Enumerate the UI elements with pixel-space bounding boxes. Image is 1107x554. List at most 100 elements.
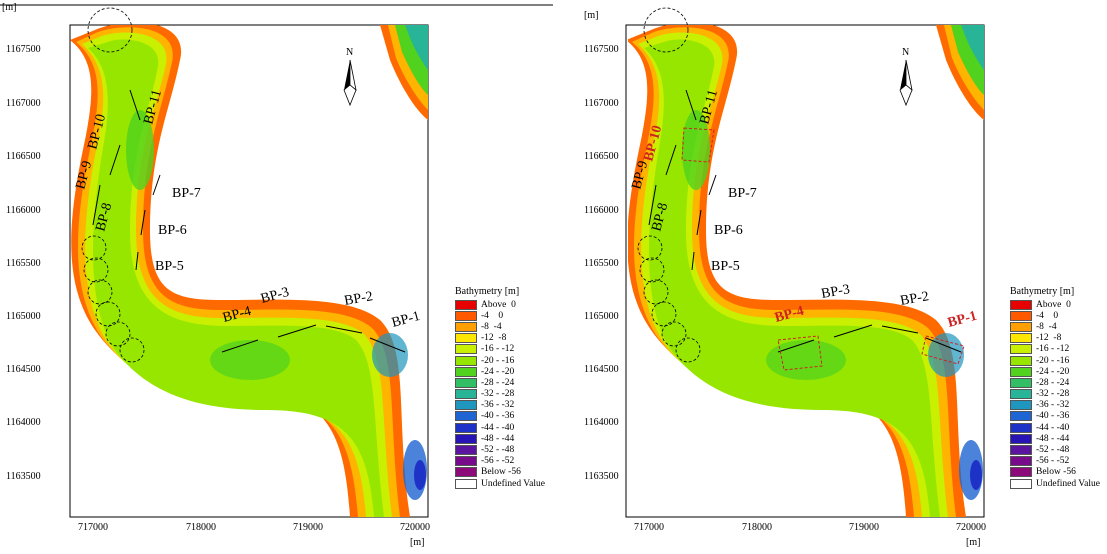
- legend-swatch: [455, 411, 477, 422]
- legend-item: Undefined Value: [455, 478, 545, 489]
- legend-label: -40 - -36: [1036, 411, 1070, 422]
- label-bp6: BP-6: [714, 223, 743, 238]
- river-channel: [70, 25, 428, 517]
- x-axis: 717000 718000 719000 720000 [m]: [78, 522, 430, 548]
- legend-label: -12 -8: [481, 333, 507, 344]
- legend-label: -24 - -20: [481, 366, 515, 377]
- svg-text:1164000: 1164000: [6, 417, 41, 428]
- svg-text:717000: 717000: [78, 522, 108, 533]
- legend-swatch: [1010, 299, 1032, 310]
- legend-label: Undefined Value: [481, 478, 545, 489]
- legend-label: -52 - -48: [1036, 445, 1070, 456]
- legend-item: -8 -4: [1010, 321, 1100, 332]
- legend-swatch: [1010, 478, 1032, 489]
- legend-label: -12 -8: [1036, 333, 1062, 344]
- label-bp3: BP-3: [259, 285, 291, 307]
- legend-item: -28 - -24: [1010, 377, 1100, 388]
- legend-label: -20 - -16: [481, 355, 515, 366]
- north-arrow-icon: N: [343, 47, 357, 107]
- legend-label: -4 0: [1036, 310, 1059, 321]
- svg-text:1167000: 1167000: [584, 98, 619, 109]
- legend-item: -12 -8: [1010, 333, 1100, 344]
- legend-label: -24 - -20: [1036, 366, 1070, 377]
- label-bp6: BP-6: [158, 223, 187, 238]
- legend-item: -56 - -52: [1010, 456, 1100, 467]
- svg-text:[m]: [m]: [584, 10, 598, 21]
- label-bp8: BP-8: [649, 201, 671, 233]
- north-arrow-icon: N: [899, 47, 913, 107]
- legend-label: -28 - -24: [481, 377, 515, 388]
- svg-text:718000: 718000: [186, 522, 216, 533]
- label-bp3: BP-3: [820, 282, 851, 302]
- bathymetry-map-left: BP-1 BP-2 BP-3 BP-4 BP-5 BP-6 BP-7 BP-8 …: [0, 2, 553, 548]
- svg-text:1165500: 1165500: [6, 258, 41, 269]
- svg-text:718000: 718000: [742, 522, 772, 533]
- legend-item: -4 0: [455, 310, 545, 321]
- legend-item: -36 - -32: [455, 400, 545, 411]
- legend-label: Above 0: [1036, 299, 1071, 310]
- removed-structure-boxes: [681, 127, 965, 371]
- legend-label: -16 - -12: [1036, 344, 1070, 355]
- label-bp1: BP-1: [390, 309, 422, 331]
- legend-swatch: [1010, 366, 1032, 377]
- legend-label: -8 -4: [1036, 321, 1057, 332]
- svg-text:1163500: 1163500: [6, 471, 41, 482]
- legend-item: -48 - -44: [455, 433, 545, 444]
- dike-circles: [81, 7, 145, 363]
- svg-text:1164000: 1164000: [584, 417, 619, 428]
- legend-swatch: [1010, 344, 1032, 355]
- legend-label: -44 - -40: [1036, 422, 1070, 433]
- svg-text:[m]: [m]: [410, 537, 424, 548]
- svg-text:717000: 717000: [634, 522, 664, 533]
- legend-swatch: [455, 467, 477, 478]
- legend-swatch: [455, 400, 477, 411]
- legend-label: -28 - -24: [1036, 377, 1070, 388]
- legend-label: -32 - -28: [481, 389, 515, 400]
- legend-swatch: [1010, 389, 1032, 400]
- legend-item: -20 - -16: [455, 355, 545, 366]
- legend-left: Bathymetry [m] Above 0 -4 0 -8 -4 -12 -8 -16…: [455, 286, 545, 489]
- legend-item: -24 - -20: [455, 366, 545, 377]
- svg-text:1165000: 1165000: [584, 311, 619, 322]
- legend-item: -16 - -12: [455, 344, 545, 355]
- legend-swatch: [455, 299, 477, 310]
- legend-swatch: [1010, 310, 1032, 321]
- legend-swatch: [1010, 333, 1032, 344]
- bathymetry-map-right: BP-1 BP-2 BP-3 BP-4 BP-5 BP-6 BP-7 BP-8 …: [584, 7, 986, 548]
- svg-text:719000: 719000: [849, 522, 879, 533]
- legend-label: -40 - -36: [481, 411, 515, 422]
- legend-item: -16 - -12: [1010, 344, 1100, 355]
- label-bp5: BP-5: [711, 259, 740, 274]
- svg-text:1165000: 1165000: [6, 311, 41, 322]
- svg-text:1164500: 1164500: [6, 364, 41, 375]
- legend-item: -52 - -48: [455, 444, 545, 456]
- legend-item: -4 0: [1010, 310, 1100, 321]
- legend-title: Bathymetry [m]: [1010, 286, 1075, 297]
- legend-swatch: [455, 389, 477, 400]
- legend-swatch: [1010, 355, 1032, 366]
- y-axis: [m] 1167500 1167000 1166500 1166000 1165…: [2, 2, 41, 482]
- legend-item: -12 -8: [455, 333, 545, 344]
- legend-label: -48 - -44: [1036, 433, 1070, 444]
- legend-label: -44 - -40: [481, 422, 515, 433]
- legend-swatch: [1010, 377, 1032, 388]
- label-bp9: BP-9: [629, 159, 651, 191]
- legend-item: -52 - -48: [1010, 444, 1100, 456]
- label-bp5: BP-5: [155, 259, 184, 274]
- legend-title: Bathymetry [m]: [455, 286, 520, 297]
- legend-item: -44 - -40: [455, 422, 545, 433]
- svg-text:719000: 719000: [293, 522, 323, 533]
- svg-text:N: N: [902, 47, 909, 58]
- legend-label: Above 0: [481, 299, 516, 310]
- legend-item: Undefined Value: [1010, 478, 1100, 489]
- legend-item: -24 - -20: [1010, 366, 1100, 377]
- groin-structures: [92, 89, 406, 353]
- legend-swatch: [1010, 445, 1032, 456]
- legend-label: -20 - -16: [1036, 355, 1070, 366]
- legend-label: -48 - -44: [481, 433, 515, 444]
- svg-text:1167500: 1167500: [6, 44, 41, 55]
- label-bp8: BP-8: [93, 201, 115, 233]
- legend-label: Below -56: [1036, 467, 1076, 478]
- legend-item: -32 - -28: [1010, 389, 1100, 400]
- legend-label: -16 - -12: [481, 344, 515, 355]
